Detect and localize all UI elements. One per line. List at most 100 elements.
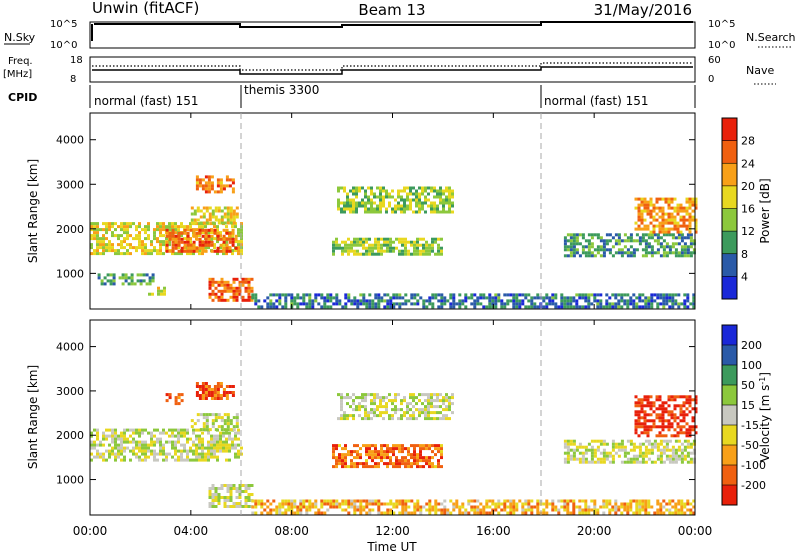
velocity-data-cell [470,505,474,509]
velocity-data-cell [225,449,228,453]
velocity-data-cell [201,394,205,397]
power-data-cell [416,243,419,247]
velocity-data-cell [208,493,212,496]
power-data-cell [524,296,528,300]
power-data-cell [96,237,99,241]
velocity-data-cell [199,413,203,417]
power-data-cell [479,293,483,297]
velocity-data-cell [635,499,639,503]
power-data-cell [518,305,522,309]
power-data-cell [210,184,214,188]
velocity-data-cell [626,457,630,461]
velocity-data-cell [138,449,141,453]
power-data-cell [694,221,698,225]
velocity-data-cell [247,484,251,487]
power-data-cell [439,198,442,202]
velocity-data-cell [404,462,407,466]
power-data-cell [602,242,606,246]
power-data-cell [428,296,432,300]
power-data-cell [120,228,123,232]
power-data-cell [443,296,447,300]
velocity-data-cell [445,414,448,418]
power-data-cell [647,296,651,300]
power-data-cell [581,233,585,237]
velocity-data-cell [647,505,651,509]
velocity-data-cell [371,453,374,457]
power-data-cell [392,246,395,250]
velocity-data-cell [673,398,677,402]
velocity-data-cell [320,511,324,515]
velocity-data-cell [611,508,615,512]
power-data-cell [180,237,184,241]
power-data-cell [658,224,662,228]
power-data-cell [228,184,232,188]
velocity-data-cell [180,452,183,456]
power-data-cell [509,299,513,303]
power-data-cell [210,187,214,191]
power-data-cell [153,228,156,232]
velocity-data-cell [551,502,555,506]
power-data-cell [201,228,205,232]
power-data-cell [337,189,340,193]
velocity-data-cell [238,496,242,499]
power-data-cell [370,186,373,190]
velocity-data-cell [347,499,351,503]
velocity-data-cell [578,505,582,509]
velocity-colorbar-tick-label: -15 [741,419,759,432]
power-data-cell [656,248,660,252]
power-data-cell [649,221,653,225]
power-data-cell [350,302,354,306]
power-data-cell [692,251,696,255]
power-data-cell [682,218,686,222]
velocity-data-cell [578,442,582,446]
freq-tick-low: 8 [70,74,76,85]
velocity-data-cell [406,411,409,415]
power-colorbar-segment [722,163,737,187]
power-data-cell [524,293,528,297]
velocity-data-cell [421,393,424,397]
power-data-cell [394,210,397,214]
velocity-data-cell [439,417,442,421]
power-data-cell [653,233,657,237]
power-data-cell [180,246,184,250]
power-data-cell [223,215,227,219]
velocity-data-cell [377,462,380,466]
power-data-cell [491,302,495,306]
power-data-cell [629,251,633,255]
velocity-data-cell [439,411,442,415]
power-data-cell [608,305,612,309]
velocity-data-cell [566,511,570,515]
power-data-cell [269,305,273,309]
power-data-cell [234,234,238,238]
velocity-data-cell [587,460,591,464]
velocity-data-cell [413,459,416,463]
power-data-cell [379,204,382,208]
power-data-cell [278,302,282,306]
power-data-cell [629,302,633,306]
power-data-cell [572,245,576,249]
power-data-cell [159,222,162,226]
power-data-cell [389,243,392,247]
power-data-cell [397,204,400,208]
power-data-cell [201,187,205,191]
velocity-data-cell [677,454,681,458]
power-data-cell [442,204,445,208]
velocity-data-cell [632,460,636,464]
power-data-cell [388,195,391,199]
velocity-data-cell [320,499,324,503]
velocity-data-cell [634,395,638,399]
power-data-cell [448,207,451,211]
velocity-data-cell [446,508,450,512]
power-data-cell [611,236,615,240]
power-data-cell [232,212,236,216]
power-data-cell [683,248,687,252]
power-data-cell [157,289,160,293]
velocity-data-cell [673,404,677,408]
velocity-data-cell [608,511,612,515]
power-data-cell [162,228,165,232]
power-data-cell [401,252,404,256]
power-data-cell [114,222,117,226]
velocity-data-cell [442,417,445,421]
power-data-cell [557,305,561,309]
velocity-data-cell [186,428,189,432]
